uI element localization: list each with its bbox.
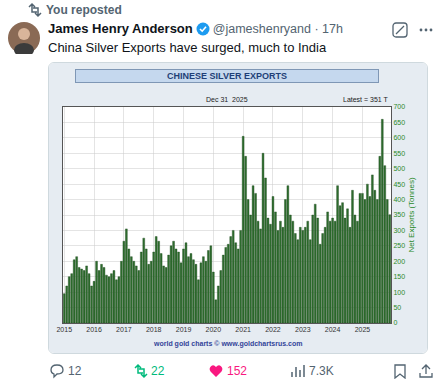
- html-text:22: 22: [151, 364, 165, 378]
- svg-text:2020: 2020: [206, 326, 222, 333]
- html-text:James Henry Anderson: James Henry Anderson: [48, 21, 193, 36]
- html-text:@jameshenryand · 17h: @jameshenryand · 17h: [212, 22, 343, 36]
- svg-text:450: 450: [393, 181, 405, 188]
- svg-text:2024: 2024: [325, 326, 341, 333]
- svg-text:700: 700: [393, 103, 405, 110]
- svg-text:2025: 2025: [355, 326, 371, 333]
- html-text:152: 152: [227, 364, 247, 378]
- svg-text:0: 0: [393, 319, 397, 326]
- svg-text:Latest = 351 T: Latest = 351 T: [343, 96, 389, 103]
- svg-text:2015: 2015: [56, 326, 72, 333]
- svg-text:2019: 2019: [176, 326, 192, 333]
- html-text:7.3K: 7.3K: [309, 364, 334, 378]
- svg-text:2021: 2021: [235, 326, 251, 333]
- svg-text:50: 50: [393, 304, 401, 311]
- svg-text:2016: 2016: [86, 326, 102, 333]
- svg-text:Net Exports (Tonnes): Net Exports (Tonnes): [407, 177, 416, 252]
- svg-text:500: 500: [393, 165, 405, 172]
- svg-text:2018: 2018: [146, 326, 162, 333]
- svg-text:300: 300: [393, 227, 405, 234]
- svg-text:200: 200: [393, 258, 405, 265]
- svg-text:600: 600: [393, 134, 405, 141]
- html-text:China Silver Exports have surg: China Silver Exports have surged, much t…: [48, 40, 327, 55]
- svg-text:world gold charts © www.goldch: world gold charts © www.goldchartsrus.co…: [153, 340, 302, 348]
- html-text:12: 12: [68, 364, 82, 378]
- svg-text:Dec 31 2025: Dec 31 2025: [206, 96, 248, 103]
- svg-text:CHINESE SILVER EXPORTS: CHINESE SILVER EXPORTS: [167, 71, 287, 81]
- svg-text:2023: 2023: [295, 326, 311, 333]
- svg-text:2022: 2022: [265, 326, 281, 333]
- svg-text:250: 250: [393, 242, 405, 249]
- svg-text:100: 100: [393, 289, 405, 296]
- html-text:You reposted: You reposted: [46, 3, 122, 17]
- svg-text:650: 650: [393, 119, 405, 126]
- svg-text:150: 150: [393, 273, 405, 280]
- svg-text:2017: 2017: [116, 326, 132, 333]
- svg-text:400: 400: [393, 196, 405, 203]
- svg-text:350: 350: [393, 211, 405, 218]
- svg-text:550: 550: [393, 150, 405, 157]
